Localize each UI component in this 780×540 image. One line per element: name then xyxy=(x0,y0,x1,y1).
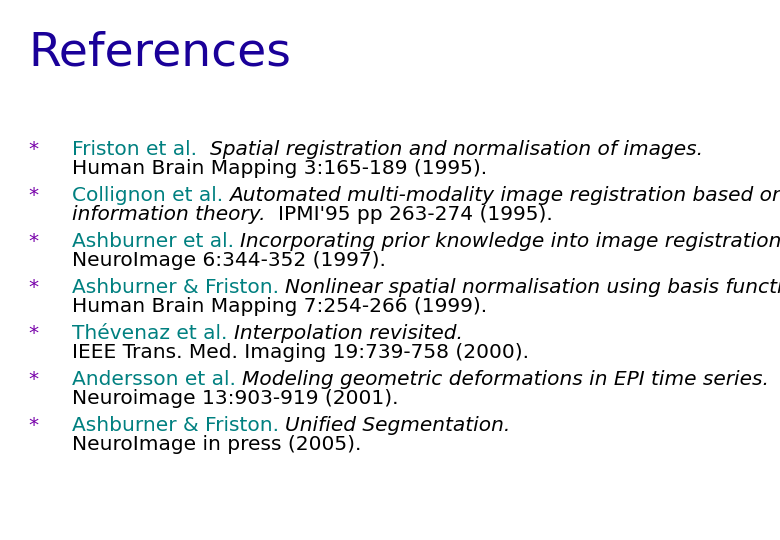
Text: *: * xyxy=(28,278,38,297)
Text: Spatial registration and normalisation of images.: Spatial registration and normalisation o… xyxy=(210,140,703,159)
Text: *: * xyxy=(28,370,38,389)
Text: Nonlinear spatial normalisation using basis functions.: Nonlinear spatial normalisation using ba… xyxy=(285,278,780,297)
Text: IPMI'95 pp 263-274 (1995).: IPMI'95 pp 263-274 (1995). xyxy=(278,205,553,224)
Text: Incorporating prior knowledge into image registration.: Incorporating prior knowledge into image… xyxy=(240,232,780,251)
Text: Human Brain Mapping 3:165-189 (1995).: Human Brain Mapping 3:165-189 (1995). xyxy=(72,159,488,178)
Text: Ashburner & Friston.: Ashburner & Friston. xyxy=(72,278,285,297)
Text: *: * xyxy=(28,140,38,159)
Text: NeuroImage 6:344-352 (1997).: NeuroImage 6:344-352 (1997). xyxy=(72,251,386,270)
Text: *: * xyxy=(28,416,38,435)
Text: Friston et al.: Friston et al. xyxy=(72,140,210,159)
Text: Automated multi-modality image registration based on: Automated multi-modality image registrat… xyxy=(229,186,780,205)
Text: References: References xyxy=(28,30,291,75)
Text: *: * xyxy=(28,186,38,205)
Text: *: * xyxy=(28,324,38,343)
Text: information theory.: information theory. xyxy=(72,205,278,224)
Text: NeuroImage in press (2005).: NeuroImage in press (2005). xyxy=(72,435,361,454)
Text: Ashburner & Friston.: Ashburner & Friston. xyxy=(72,416,285,435)
Text: Human Brain Mapping 7:254-266 (1999).: Human Brain Mapping 7:254-266 (1999). xyxy=(72,297,488,316)
Text: Unified Segmentation.: Unified Segmentation. xyxy=(285,416,511,435)
Text: *: * xyxy=(28,232,38,251)
Text: Andersson et al.: Andersson et al. xyxy=(72,370,243,389)
Text: Ashburner et al.: Ashburner et al. xyxy=(72,232,240,251)
Text: Modeling geometric deformations in EPI time series.: Modeling geometric deformations in EPI t… xyxy=(243,370,769,389)
Text: IEEE Trans. Med. Imaging 19:739-758 (2000).: IEEE Trans. Med. Imaging 19:739-758 (200… xyxy=(72,343,529,362)
Text: Collignon et al.: Collignon et al. xyxy=(72,186,229,205)
Text: Interpolation revisited.: Interpolation revisited. xyxy=(234,324,463,343)
Text: Neuroimage 13:903-919 (2001).: Neuroimage 13:903-919 (2001). xyxy=(72,389,399,408)
Text: Thévenaz et al.: Thévenaz et al. xyxy=(72,324,234,343)
